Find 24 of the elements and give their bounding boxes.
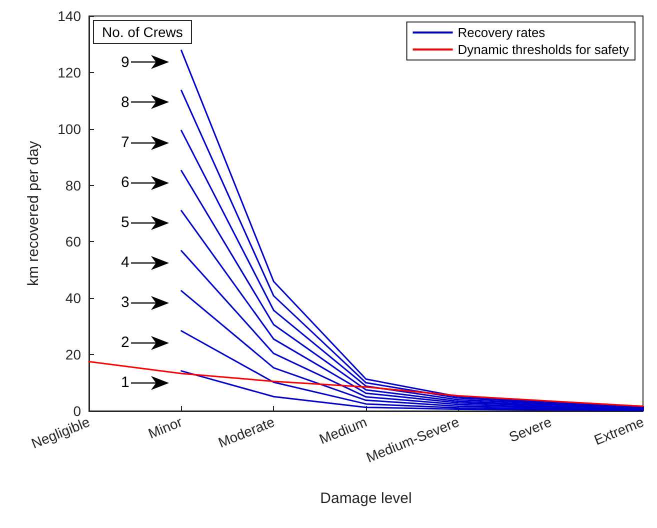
y-tick-label: 80 <box>65 177 82 194</box>
annotation: 2 <box>120 334 130 352</box>
x-tick-label: Minor <box>146 413 185 442</box>
y-tick-label: 60 <box>65 234 82 250</box>
y-tick-label: 120 <box>58 64 82 80</box>
annotation: 1 <box>120 374 130 392</box>
y-tick-label: 140 <box>58 8 82 24</box>
annotation: No. of Crews <box>93 20 192 44</box>
x-axis-title: Damage level <box>320 490 412 507</box>
y-tick-label: 20 <box>65 346 82 363</box>
x-tick-label: Severe <box>506 414 554 446</box>
y-tick-label: 0 <box>73 403 82 419</box>
y-axis-title: km recovered per day <box>25 140 42 286</box>
annotation: 5 <box>120 214 130 232</box>
y-tick-label: 100 <box>58 120 82 137</box>
annotation: 8 <box>120 94 130 111</box>
annotation: 3 <box>120 294 130 312</box>
annotation: 6 <box>120 174 130 192</box>
annotation: 4 <box>120 254 130 272</box>
legend-label: Dynamic thresholds for safety <box>458 42 630 57</box>
y-tick-label: 40 <box>65 290 82 306</box>
legend-label: Recovery rates <box>458 25 546 40</box>
annotation: 9 <box>120 54 130 71</box>
annotation: 7 <box>120 134 130 152</box>
